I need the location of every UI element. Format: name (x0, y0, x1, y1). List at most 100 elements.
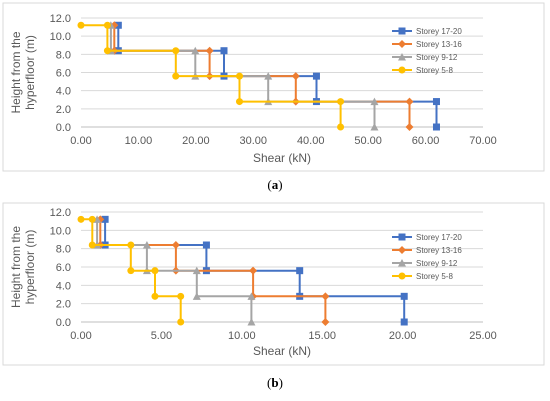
data-point (321, 318, 330, 326)
x-tick-label: 70.00 (469, 135, 497, 147)
legend-label: Storey 17-20 (416, 27, 462, 36)
legend-label: Storey 13-16 (416, 246, 462, 255)
figure-caption: (a) (267, 177, 282, 192)
legend-entry: Storey 17-20 (392, 233, 462, 242)
data-point (220, 47, 228, 55)
data-point (142, 241, 151, 249)
y-tick-label: 12.0 (50, 207, 71, 219)
data-point (192, 292, 201, 300)
data-point (264, 72, 273, 80)
x-axis-title: Shear (kN) (253, 344, 311, 358)
data-point (177, 292, 185, 300)
data-point (77, 215, 85, 223)
data-point (405, 97, 414, 106)
y-tick-label: 6.0 (56, 68, 71, 80)
figure-caption: (b) (267, 375, 283, 390)
legend-marker (398, 233, 406, 241)
legend-entry: Storey 13-16 (392, 246, 462, 255)
data-point (247, 292, 256, 300)
y-tick-label: 8.0 (56, 244, 71, 256)
x-tick-label: 60.00 (412, 135, 440, 147)
y-tick-label: 2.0 (56, 104, 71, 116)
data-point (177, 318, 185, 326)
data-point (405, 123, 414, 131)
data-point (400, 318, 408, 326)
legend-entry: Storey 9-12 (392, 53, 458, 62)
data-point (337, 98, 345, 106)
caption-open: ( (267, 375, 271, 390)
legend-marker (398, 259, 406, 267)
y-tick-label: 8.0 (56, 49, 71, 61)
data-point (114, 21, 122, 29)
legend-entry: Storey 5-8 (392, 272, 453, 281)
y-tick-label: 10.0 (50, 225, 71, 237)
legend-label: Storey 13-16 (416, 40, 462, 49)
data-point (291, 72, 300, 81)
legend-entry: Storey 5-8 (392, 66, 453, 75)
legend-label: Storey 5-8 (416, 66, 453, 75)
data-point (247, 318, 256, 326)
data-point (205, 46, 214, 55)
y-tick-label: 4.0 (56, 280, 71, 292)
data-point (236, 72, 244, 80)
x-tick-label: 15.00 (308, 330, 336, 342)
data-point (432, 98, 440, 106)
legend-entry: Storey 17-20 (392, 27, 462, 36)
y-tick-label: 2.0 (56, 299, 71, 311)
chart-frame (2, 2, 545, 172)
data-point (312, 72, 320, 80)
x-tick-label: 0.00 (70, 135, 91, 147)
y-axis-title: Height from thehyperfloor (m) (9, 31, 37, 113)
data-point (151, 267, 159, 275)
legend-entry: Storey 9-12 (392, 259, 458, 268)
caption-open: ( (267, 177, 271, 192)
chart-0: 0.0 2.0 4.0 6.0 8.0 10.0 12.0 0.00 10.00 20.00 30.… (2, 2, 545, 192)
y-tick-label: 10.0 (50, 31, 71, 43)
y-tick-label: 12.0 (50, 13, 71, 25)
data-point (400, 292, 408, 300)
x-tick-label: 20.00 (182, 135, 210, 147)
data-point (127, 267, 135, 275)
x-tick-label: 20.00 (389, 330, 417, 342)
legend-label: Storey 5-8 (416, 272, 453, 281)
caption-letter: b (271, 375, 278, 390)
data-point (321, 292, 330, 301)
data-point (370, 123, 379, 131)
y-tick-label: 4.0 (56, 86, 71, 98)
caption-letter: a (272, 177, 279, 192)
chart-1: 0.0 2.0 4.0 6.0 8.0 10.0 12.0 0.00 5.00 10.00 15.0… (2, 202, 545, 390)
x-tick-label: 30.00 (240, 135, 268, 147)
data-point (103, 47, 111, 55)
series-3 (77, 21, 345, 131)
data-point (202, 241, 210, 249)
y-tick-label: 0.0 (56, 122, 71, 134)
x-axis-title: Shear (kN) (253, 151, 311, 165)
legend-label: Storey 9-12 (416, 53, 458, 62)
x-tick-label: 5.00 (151, 330, 172, 342)
legend-marker (398, 40, 406, 48)
data-point (249, 266, 258, 275)
x-tick-label: 40.00 (297, 135, 325, 147)
caption-close: ) (279, 375, 283, 390)
legend-marker (398, 246, 406, 254)
y-axis-title: Height from thehyperfloor (m) (9, 226, 37, 308)
data-point (191, 46, 200, 55)
data-point (236, 98, 244, 106)
legend-marker (398, 27, 406, 35)
data-point (101, 215, 109, 223)
legend-marker (398, 66, 406, 74)
data-point (337, 123, 345, 131)
legend-label: Storey 9-12 (416, 259, 458, 268)
x-tick-label: 10.00 (125, 135, 153, 147)
data-point (77, 21, 85, 29)
x-tick-label: 25.00 (469, 330, 497, 342)
caption-close: ) (278, 177, 282, 192)
legend-label: Storey 17-20 (416, 233, 462, 242)
x-tick-label: 0.00 (70, 330, 91, 342)
legend-marker (398, 53, 406, 61)
data-point (370, 97, 379, 106)
data-point (192, 266, 201, 275)
data-point (172, 72, 180, 80)
data-point (151, 292, 159, 300)
